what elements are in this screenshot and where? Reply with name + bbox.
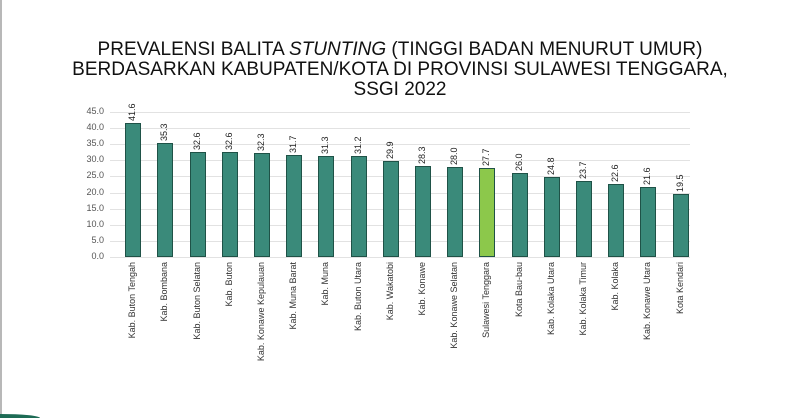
bar-value-label: 32.3 [255,133,266,151]
x-category-label: Kab. Konawe [416,262,427,316]
bar-value-label: 41.6 [127,103,138,121]
bar [221,151,238,257]
bar-value-label: 31.2 [352,136,363,155]
bar-value-label: 35.3 [159,123,170,142]
bar [382,160,399,257]
bar-value-label: 28.0 [449,147,460,165]
bar [253,152,270,257]
bar-value-label: 29.9 [384,141,395,159]
bar-value-label: 21.6 [642,167,653,186]
bar [189,151,206,257]
bar [672,194,689,257]
x-category-label: Kab. Buton Selatan [191,262,202,340]
bar-value-label: 31.3 [320,136,331,155]
bar-highlight [479,167,496,257]
bar [125,122,142,257]
title-line-3: SSGI 2022 [353,79,447,100]
x-category-label: Kab. Konawe Kepulauan [255,262,266,362]
bar [447,166,464,257]
chart-title: PREVALENSI BALITA STUNTING (TINGGI BADAN… [0,40,800,100]
bar-value-label: 32.6 [223,132,234,150]
page-left-border [0,0,2,418]
bar-value-label: 31.7 [288,135,299,153]
title-line-1: PREVALENSI BALITA STUNTING (TINGGI BADAN… [97,39,703,60]
y-tick-label: 40.0 [86,122,104,133]
bar [318,156,335,257]
gridline [110,112,690,113]
y-tick-label: 45.0 [86,106,104,116]
y-tick-label: 0.0 [91,251,104,261]
x-category-label: Kota Bau-bau [513,262,524,318]
x-category-label: Kab. Buton Tengah [127,262,138,339]
plot-area: 0.0 5.0 10.0 15.0 20.0 25.0 30.0 35.0 40.0 45.0 41… [86,103,690,261]
x-category-label: Kab. Buton Utara [352,262,363,332]
gridline [110,224,690,226]
x-category-label: Kab. Kolaka [610,262,621,311]
bar-value-label: 19.5 [674,174,685,193]
bar [608,184,625,257]
bar-value-label: 32.6 [191,132,202,150]
gridline [110,144,690,146]
x-category-label: Sulawesi Tenggara [481,262,492,338]
gridline [110,257,690,258]
x-category-label: Kab. Kolaka Timur [577,262,588,336]
bar [640,187,657,257]
gridline [110,208,690,210]
x-category-label: Kab. Muna [320,262,331,306]
y-tick-label: 20.0 [86,186,104,197]
bar-value-label: 26.0 [513,153,524,172]
bar [286,154,303,257]
x-category-label: Kab. Wakatobi [384,262,395,321]
x-category-label: Kab. Kolaka Utara [545,262,556,336]
bar-value-label: 23.7 [577,161,588,179]
x-category-label: Kab. Bombana [159,262,170,322]
y-tick-label: 5.0 [91,234,104,245]
bar [511,173,528,257]
gridline [110,128,690,130]
x-category-label: Kab. Buton [223,262,234,307]
bar [157,143,174,257]
x-category-label: Kab. Muna Barat [288,262,299,330]
bar-value-label: 24.8 [545,157,556,176]
x-category-label: Kab. Konawe Selatan [449,262,460,349]
y-tick-label: 30.0 [86,154,104,165]
corner-decoration [0,414,40,418]
title-line-2: BERDASARKAN KABUPATEN/KOTA DI PROVINSI S… [72,59,728,80]
bar [414,165,431,257]
y-tick-label: 35.0 [86,138,104,149]
bar [350,156,367,257]
y-tick-label: 15.0 [86,202,104,213]
x-category-label: Kab. Konawe Utara [642,262,653,341]
y-tick-label: 10.0 [86,218,104,229]
bar-value-label: 27.7 [481,148,492,166]
y-tick-label: 25.0 [86,170,104,181]
gridline [110,240,690,242]
x-category-label: Kota Kendari [674,262,685,315]
gridline [110,160,690,162]
bar [575,180,592,257]
bar-value-label: 22.6 [610,164,621,183]
title-emphasis: STUNTING [289,39,387,60]
gridline [110,192,690,194]
bar [543,177,560,257]
bar-value-label: 28.3 [416,146,427,164]
gridline [110,176,690,178]
